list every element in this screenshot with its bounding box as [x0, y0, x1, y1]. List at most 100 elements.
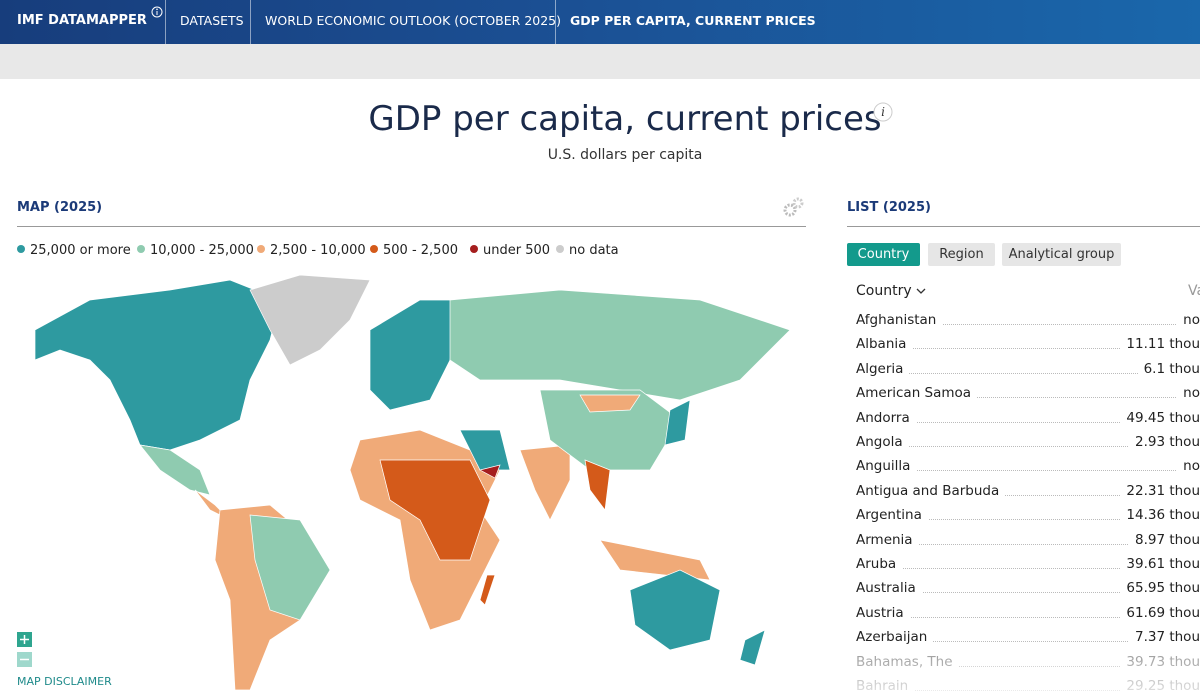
zoom-out[interactable] [17, 652, 32, 667]
page-subtitle: U.S. dollars per capita [547, 147, 703, 163]
country-value: no [1177, 312, 1200, 328]
leader [856, 494, 1200, 496]
country-value: 8.97 thou [1128, 531, 1200, 548]
brand[interactable]: IMF DATAMAPPER [0, 0, 177, 44]
list-row[interactable]: Armenia 8.97 thou [856, 530, 1200, 552]
legend-swatch [556, 245, 564, 253]
divider [847, 226, 1200, 227]
leader [856, 446, 1200, 447]
leader [856, 592, 1200, 594]
country-name: Angola [856, 434, 909, 450]
list-row[interactable]: Afghanistan no [856, 310, 1200, 332]
country-value: 49.45 thou [1120, 409, 1200, 426]
country-name: Armenia [856, 531, 919, 548]
legend-label: 2,500 - 10,000 [270, 243, 366, 258]
legend-label: 10,000 - 25,000 [150, 243, 254, 258]
list-row[interactable]: Andorra 49.45 thou [856, 408, 1200, 430]
legend-label: under 500 [483, 243, 551, 258]
legend-item[interactable]: 2,500 - 10,000 [257, 243, 366, 258]
legend-swatch [257, 245, 265, 253]
leader [856, 324, 1200, 325]
divider [17, 226, 806, 227]
country-value: 61.69 thou [1120, 604, 1200, 621]
leader [856, 470, 1200, 472]
country-value: 14.36 thou [1120, 507, 1200, 524]
map-heading: MAP (2025) [17, 200, 103, 215]
brand-text: IMF DATAMAPPER [17, 13, 147, 28]
settings-icon[interactable] [782, 195, 806, 219]
country-value: no [1177, 385, 1200, 402]
list-row[interactable]: Angola 2.93 thou [856, 432, 1200, 454]
svg-text:i: i [881, 105, 885, 119]
legend-item[interactable]: 500 - 2,500 [370, 243, 458, 258]
info-icon [151, 6, 163, 18]
leader [856, 372, 1200, 374]
nav-item[interactable]: DATASETS [165, 0, 258, 44]
legend-label: 500 - 2,500 [383, 243, 458, 258]
country-value: 39.61 thou [1120, 556, 1200, 572]
leader [856, 397, 1200, 399]
list-row[interactable]: Antigua and Barbuda 22.31 thou [856, 481, 1200, 503]
nav-item[interactable]: WORLD ECONOMIC OUTLOOK (OCTOBER 2025) [250, 0, 575, 44]
list-heading: LIST (2025) [847, 200, 931, 215]
leader [856, 348, 1200, 350]
leader [856, 519, 1200, 521]
country-name: Andorra [856, 409, 916, 426]
legend-swatch [370, 245, 378, 253]
zoom-in[interactable] [17, 632, 32, 647]
legend-swatch [17, 245, 25, 253]
country-value: 65.95 thou [1120, 580, 1200, 597]
country-value: 11.11 thou [1120, 336, 1200, 353]
country-name: Afghanistan [856, 312, 943, 328]
nav-item[interactable]: GDP PER CAPITA, CURRENT PRICES [555, 0, 830, 44]
tab[interactable]: Analytical group [1002, 243, 1121, 266]
legend-item[interactable]: 10,000 - 25,000 [137, 243, 254, 258]
country-name: Albania [856, 336, 913, 353]
country-value: 6.1 thou [1137, 360, 1200, 377]
country-value: 2.93 thou [1128, 434, 1200, 450]
leader [856, 568, 1200, 569]
list-row[interactable]: Anguilla no [856, 456, 1200, 478]
tab[interactable]: Country [847, 243, 920, 266]
country-name: Anguilla [856, 458, 917, 475]
legend-label: no data [569, 243, 619, 258]
country-name: Antigua and Barbuda [856, 482, 1006, 499]
legend-swatch [137, 245, 145, 253]
country-name: Algeria [856, 360, 910, 377]
leader [856, 543, 1200, 545]
legend-item[interactable]: 25,000 or more [17, 243, 131, 258]
column-country[interactable]: Country [856, 283, 926, 299]
country-name: Aruba [856, 556, 903, 572]
leader [856, 616, 1200, 618]
list-row[interactable]: Algeria 6.1 thou [856, 359, 1200, 381]
country-name: Argentina [856, 507, 928, 524]
column-value[interactable]: Va [1188, 283, 1200, 299]
list-row[interactable]: Australia 65.95 thou [856, 578, 1200, 600]
country-name: American Samoa [856, 385, 978, 402]
zoom-controls [17, 632, 32, 667]
legend-label: 25,000 or more [30, 243, 131, 258]
world-map[interactable] [0, 270, 810, 694]
list-row[interactable]: Albania 11.11 thou [856, 334, 1200, 356]
list-row[interactable]: Austria 61.69 thou [856, 603, 1200, 625]
country-value: 22.31 thou [1120, 482, 1200, 499]
fade [846, 640, 1200, 694]
country-value: no [1177, 458, 1200, 475]
top-bar: IMF DATAMAPPER DATASETS WORLD ECONOMIC O… [0, 0, 1200, 44]
legend-swatch [470, 245, 478, 253]
list-row[interactable]: American Samoa no [856, 383, 1200, 405]
info-button[interactable]: i [872, 101, 894, 123]
legend-item[interactable]: under 500 [470, 243, 550, 258]
sub-bar [0, 44, 1200, 79]
legend-item[interactable]: no data [556, 243, 619, 258]
column-country-text: Country [856, 283, 912, 299]
page-title: GDP per capita, current prices [368, 99, 882, 139]
leader [856, 421, 1200, 423]
country-name: Australia [856, 580, 922, 597]
tab[interactable]: Region [928, 243, 995, 266]
list-row[interactable]: Argentina 14.36 thou [856, 505, 1200, 527]
list-row[interactable]: Aruba 39.61 thou [856, 554, 1200, 576]
map-disclaimer[interactable]: MAP DISCLAIMER [17, 675, 112, 688]
sort-chevron [916, 288, 926, 294]
